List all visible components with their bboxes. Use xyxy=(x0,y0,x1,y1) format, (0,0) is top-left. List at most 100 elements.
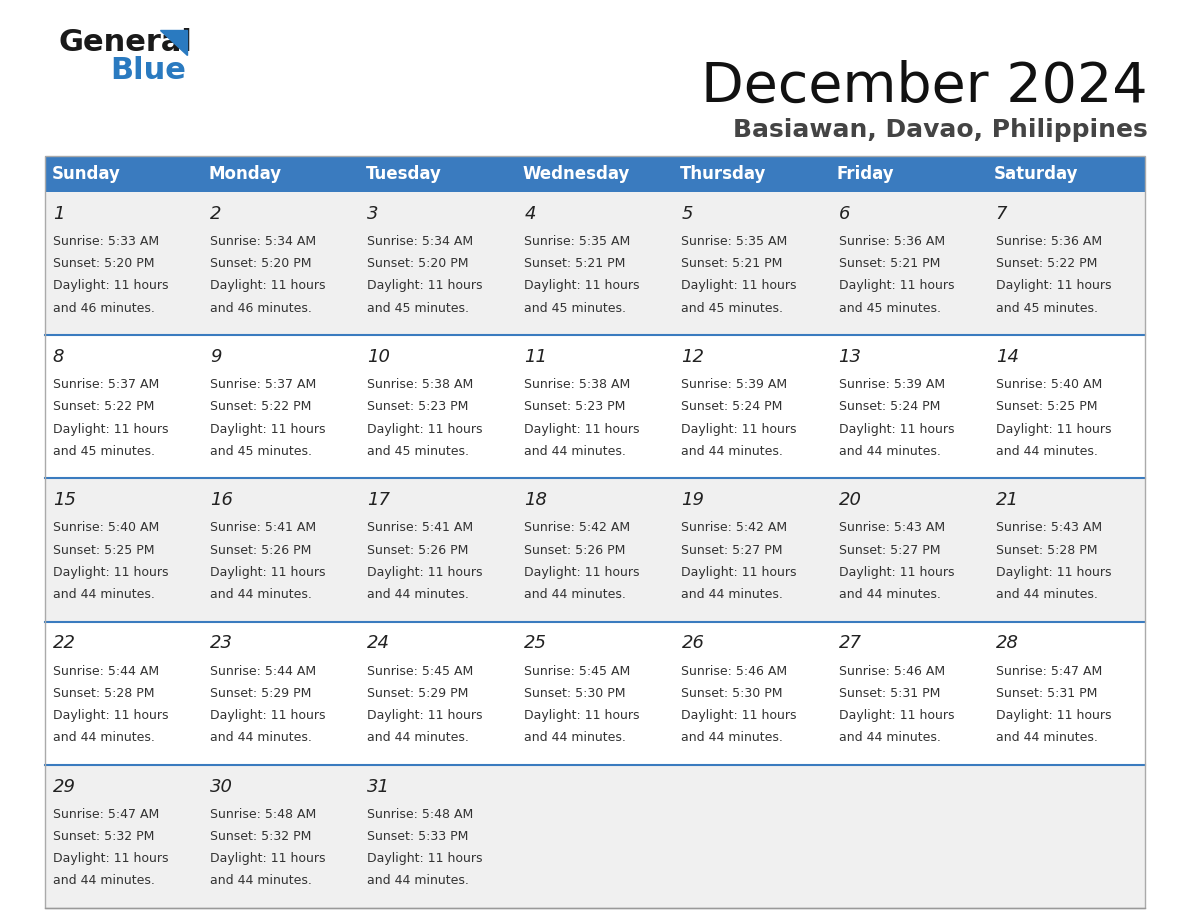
Text: and 44 minutes.: and 44 minutes. xyxy=(367,588,469,601)
Text: Daylight: 11 hours: Daylight: 11 hours xyxy=(682,422,797,435)
Text: 21: 21 xyxy=(996,491,1019,509)
Text: Sunset: 5:24 PM: Sunset: 5:24 PM xyxy=(682,400,783,413)
Text: Daylight: 11 hours: Daylight: 11 hours xyxy=(210,422,326,435)
Text: Monday: Monday xyxy=(208,165,282,183)
Text: Sunset: 5:24 PM: Sunset: 5:24 PM xyxy=(839,400,940,413)
Text: 1: 1 xyxy=(52,205,64,223)
Text: and 45 minutes.: and 45 minutes. xyxy=(367,301,469,315)
Text: and 44 minutes.: and 44 minutes. xyxy=(839,444,941,458)
Text: and 46 minutes.: and 46 minutes. xyxy=(52,301,154,315)
Text: 28: 28 xyxy=(996,634,1019,653)
Text: Sunrise: 5:44 AM: Sunrise: 5:44 AM xyxy=(52,665,159,677)
Text: Sunrise: 5:48 AM: Sunrise: 5:48 AM xyxy=(367,808,473,821)
Text: Daylight: 11 hours: Daylight: 11 hours xyxy=(996,565,1111,578)
Text: Thursday: Thursday xyxy=(680,165,766,183)
Bar xyxy=(45,765,1145,908)
Text: Sunrise: 5:45 AM: Sunrise: 5:45 AM xyxy=(524,665,631,677)
Text: Daylight: 11 hours: Daylight: 11 hours xyxy=(367,709,482,722)
Text: 17: 17 xyxy=(367,491,390,509)
Text: and 45 minutes.: and 45 minutes. xyxy=(524,301,626,315)
Text: and 45 minutes.: and 45 minutes. xyxy=(210,444,312,458)
Text: Sunset: 5:25 PM: Sunset: 5:25 PM xyxy=(996,400,1098,413)
Text: 27: 27 xyxy=(839,634,861,653)
Text: 31: 31 xyxy=(367,778,390,796)
Text: Sunset: 5:30 PM: Sunset: 5:30 PM xyxy=(524,687,626,700)
Text: Sunrise: 5:35 AM: Sunrise: 5:35 AM xyxy=(682,235,788,248)
Text: Sunrise: 5:43 AM: Sunrise: 5:43 AM xyxy=(839,521,944,534)
Text: Sunset: 5:31 PM: Sunset: 5:31 PM xyxy=(839,687,940,700)
Text: Sunrise: 5:43 AM: Sunrise: 5:43 AM xyxy=(996,521,1101,534)
Text: 12: 12 xyxy=(682,348,704,366)
Text: General: General xyxy=(58,28,192,57)
Text: Sunrise: 5:47 AM: Sunrise: 5:47 AM xyxy=(996,665,1102,677)
Text: Daylight: 11 hours: Daylight: 11 hours xyxy=(210,852,326,865)
Text: Sunset: 5:26 PM: Sunset: 5:26 PM xyxy=(367,543,468,556)
Text: Daylight: 11 hours: Daylight: 11 hours xyxy=(996,709,1111,722)
Text: Sunset: 5:28 PM: Sunset: 5:28 PM xyxy=(52,687,154,700)
Text: Sunset: 5:31 PM: Sunset: 5:31 PM xyxy=(996,687,1097,700)
Text: 20: 20 xyxy=(839,491,861,509)
Text: and 44 minutes.: and 44 minutes. xyxy=(682,444,783,458)
Text: and 44 minutes.: and 44 minutes. xyxy=(839,731,941,744)
Text: Sunset: 5:32 PM: Sunset: 5:32 PM xyxy=(52,830,154,843)
Text: Wednesday: Wednesday xyxy=(523,165,630,183)
Text: Daylight: 11 hours: Daylight: 11 hours xyxy=(682,565,797,578)
Text: Daylight: 11 hours: Daylight: 11 hours xyxy=(52,852,169,865)
Text: 5: 5 xyxy=(682,205,693,223)
Text: Sunset: 5:20 PM: Sunset: 5:20 PM xyxy=(210,257,311,270)
Bar xyxy=(45,621,1145,765)
Text: 3: 3 xyxy=(367,205,379,223)
Text: Saturday: Saturday xyxy=(994,165,1079,183)
Text: 14: 14 xyxy=(996,348,1019,366)
Text: 15: 15 xyxy=(52,491,76,509)
Text: Daylight: 11 hours: Daylight: 11 hours xyxy=(839,709,954,722)
Bar xyxy=(45,335,1145,478)
Text: Daylight: 11 hours: Daylight: 11 hours xyxy=(52,709,169,722)
Text: Sunrise: 5:47 AM: Sunrise: 5:47 AM xyxy=(52,808,159,821)
Text: and 44 minutes.: and 44 minutes. xyxy=(996,444,1098,458)
Text: Sunset: 5:20 PM: Sunset: 5:20 PM xyxy=(367,257,468,270)
Text: Sunrise: 5:35 AM: Sunrise: 5:35 AM xyxy=(524,235,631,248)
Text: Daylight: 11 hours: Daylight: 11 hours xyxy=(682,709,797,722)
Text: 24: 24 xyxy=(367,634,390,653)
Bar xyxy=(45,156,1145,192)
Text: and 44 minutes.: and 44 minutes. xyxy=(524,731,626,744)
Text: Sunrise: 5:36 AM: Sunrise: 5:36 AM xyxy=(839,235,944,248)
Text: and 44 minutes.: and 44 minutes. xyxy=(524,444,626,458)
Text: Daylight: 11 hours: Daylight: 11 hours xyxy=(839,565,954,578)
Text: and 44 minutes.: and 44 minutes. xyxy=(839,588,941,601)
Text: Sunset: 5:33 PM: Sunset: 5:33 PM xyxy=(367,830,468,843)
Text: Sunrise: 5:41 AM: Sunrise: 5:41 AM xyxy=(367,521,473,534)
Text: Sunset: 5:25 PM: Sunset: 5:25 PM xyxy=(52,543,154,556)
Text: Daylight: 11 hours: Daylight: 11 hours xyxy=(367,422,482,435)
Text: Sunrise: 5:33 AM: Sunrise: 5:33 AM xyxy=(52,235,159,248)
Text: Daylight: 11 hours: Daylight: 11 hours xyxy=(210,279,326,292)
Text: Daylight: 11 hours: Daylight: 11 hours xyxy=(210,565,326,578)
Text: 23: 23 xyxy=(210,634,233,653)
Text: Sunset: 5:20 PM: Sunset: 5:20 PM xyxy=(52,257,154,270)
Text: Sunrise: 5:39 AM: Sunrise: 5:39 AM xyxy=(839,378,944,391)
Bar xyxy=(45,478,1145,621)
Text: Sunrise: 5:41 AM: Sunrise: 5:41 AM xyxy=(210,521,316,534)
Text: 7: 7 xyxy=(996,205,1007,223)
Text: Daylight: 11 hours: Daylight: 11 hours xyxy=(367,279,482,292)
Text: Friday: Friday xyxy=(838,165,895,183)
Text: Daylight: 11 hours: Daylight: 11 hours xyxy=(524,709,640,722)
Text: Sunset: 5:22 PM: Sunset: 5:22 PM xyxy=(210,400,311,413)
Text: Sunrise: 5:37 AM: Sunrise: 5:37 AM xyxy=(210,378,316,391)
Text: Sunrise: 5:34 AM: Sunrise: 5:34 AM xyxy=(367,235,473,248)
Text: Sunset: 5:32 PM: Sunset: 5:32 PM xyxy=(210,830,311,843)
Text: Sunrise: 5:34 AM: Sunrise: 5:34 AM xyxy=(210,235,316,248)
Text: Blue: Blue xyxy=(110,56,185,85)
Text: 30: 30 xyxy=(210,778,233,796)
Text: Basiawan, Davao, Philippines: Basiawan, Davao, Philippines xyxy=(733,118,1148,142)
Text: Sunset: 5:29 PM: Sunset: 5:29 PM xyxy=(210,687,311,700)
Text: Daylight: 11 hours: Daylight: 11 hours xyxy=(682,279,797,292)
Text: Sunset: 5:21 PM: Sunset: 5:21 PM xyxy=(839,257,940,270)
Text: and 44 minutes.: and 44 minutes. xyxy=(367,874,469,888)
Text: 9: 9 xyxy=(210,348,221,366)
Text: Sunrise: 5:40 AM: Sunrise: 5:40 AM xyxy=(52,521,159,534)
Text: Sunset: 5:21 PM: Sunset: 5:21 PM xyxy=(524,257,626,270)
Text: Sunrise: 5:48 AM: Sunrise: 5:48 AM xyxy=(210,808,316,821)
Text: Daylight: 11 hours: Daylight: 11 hours xyxy=(996,279,1111,292)
